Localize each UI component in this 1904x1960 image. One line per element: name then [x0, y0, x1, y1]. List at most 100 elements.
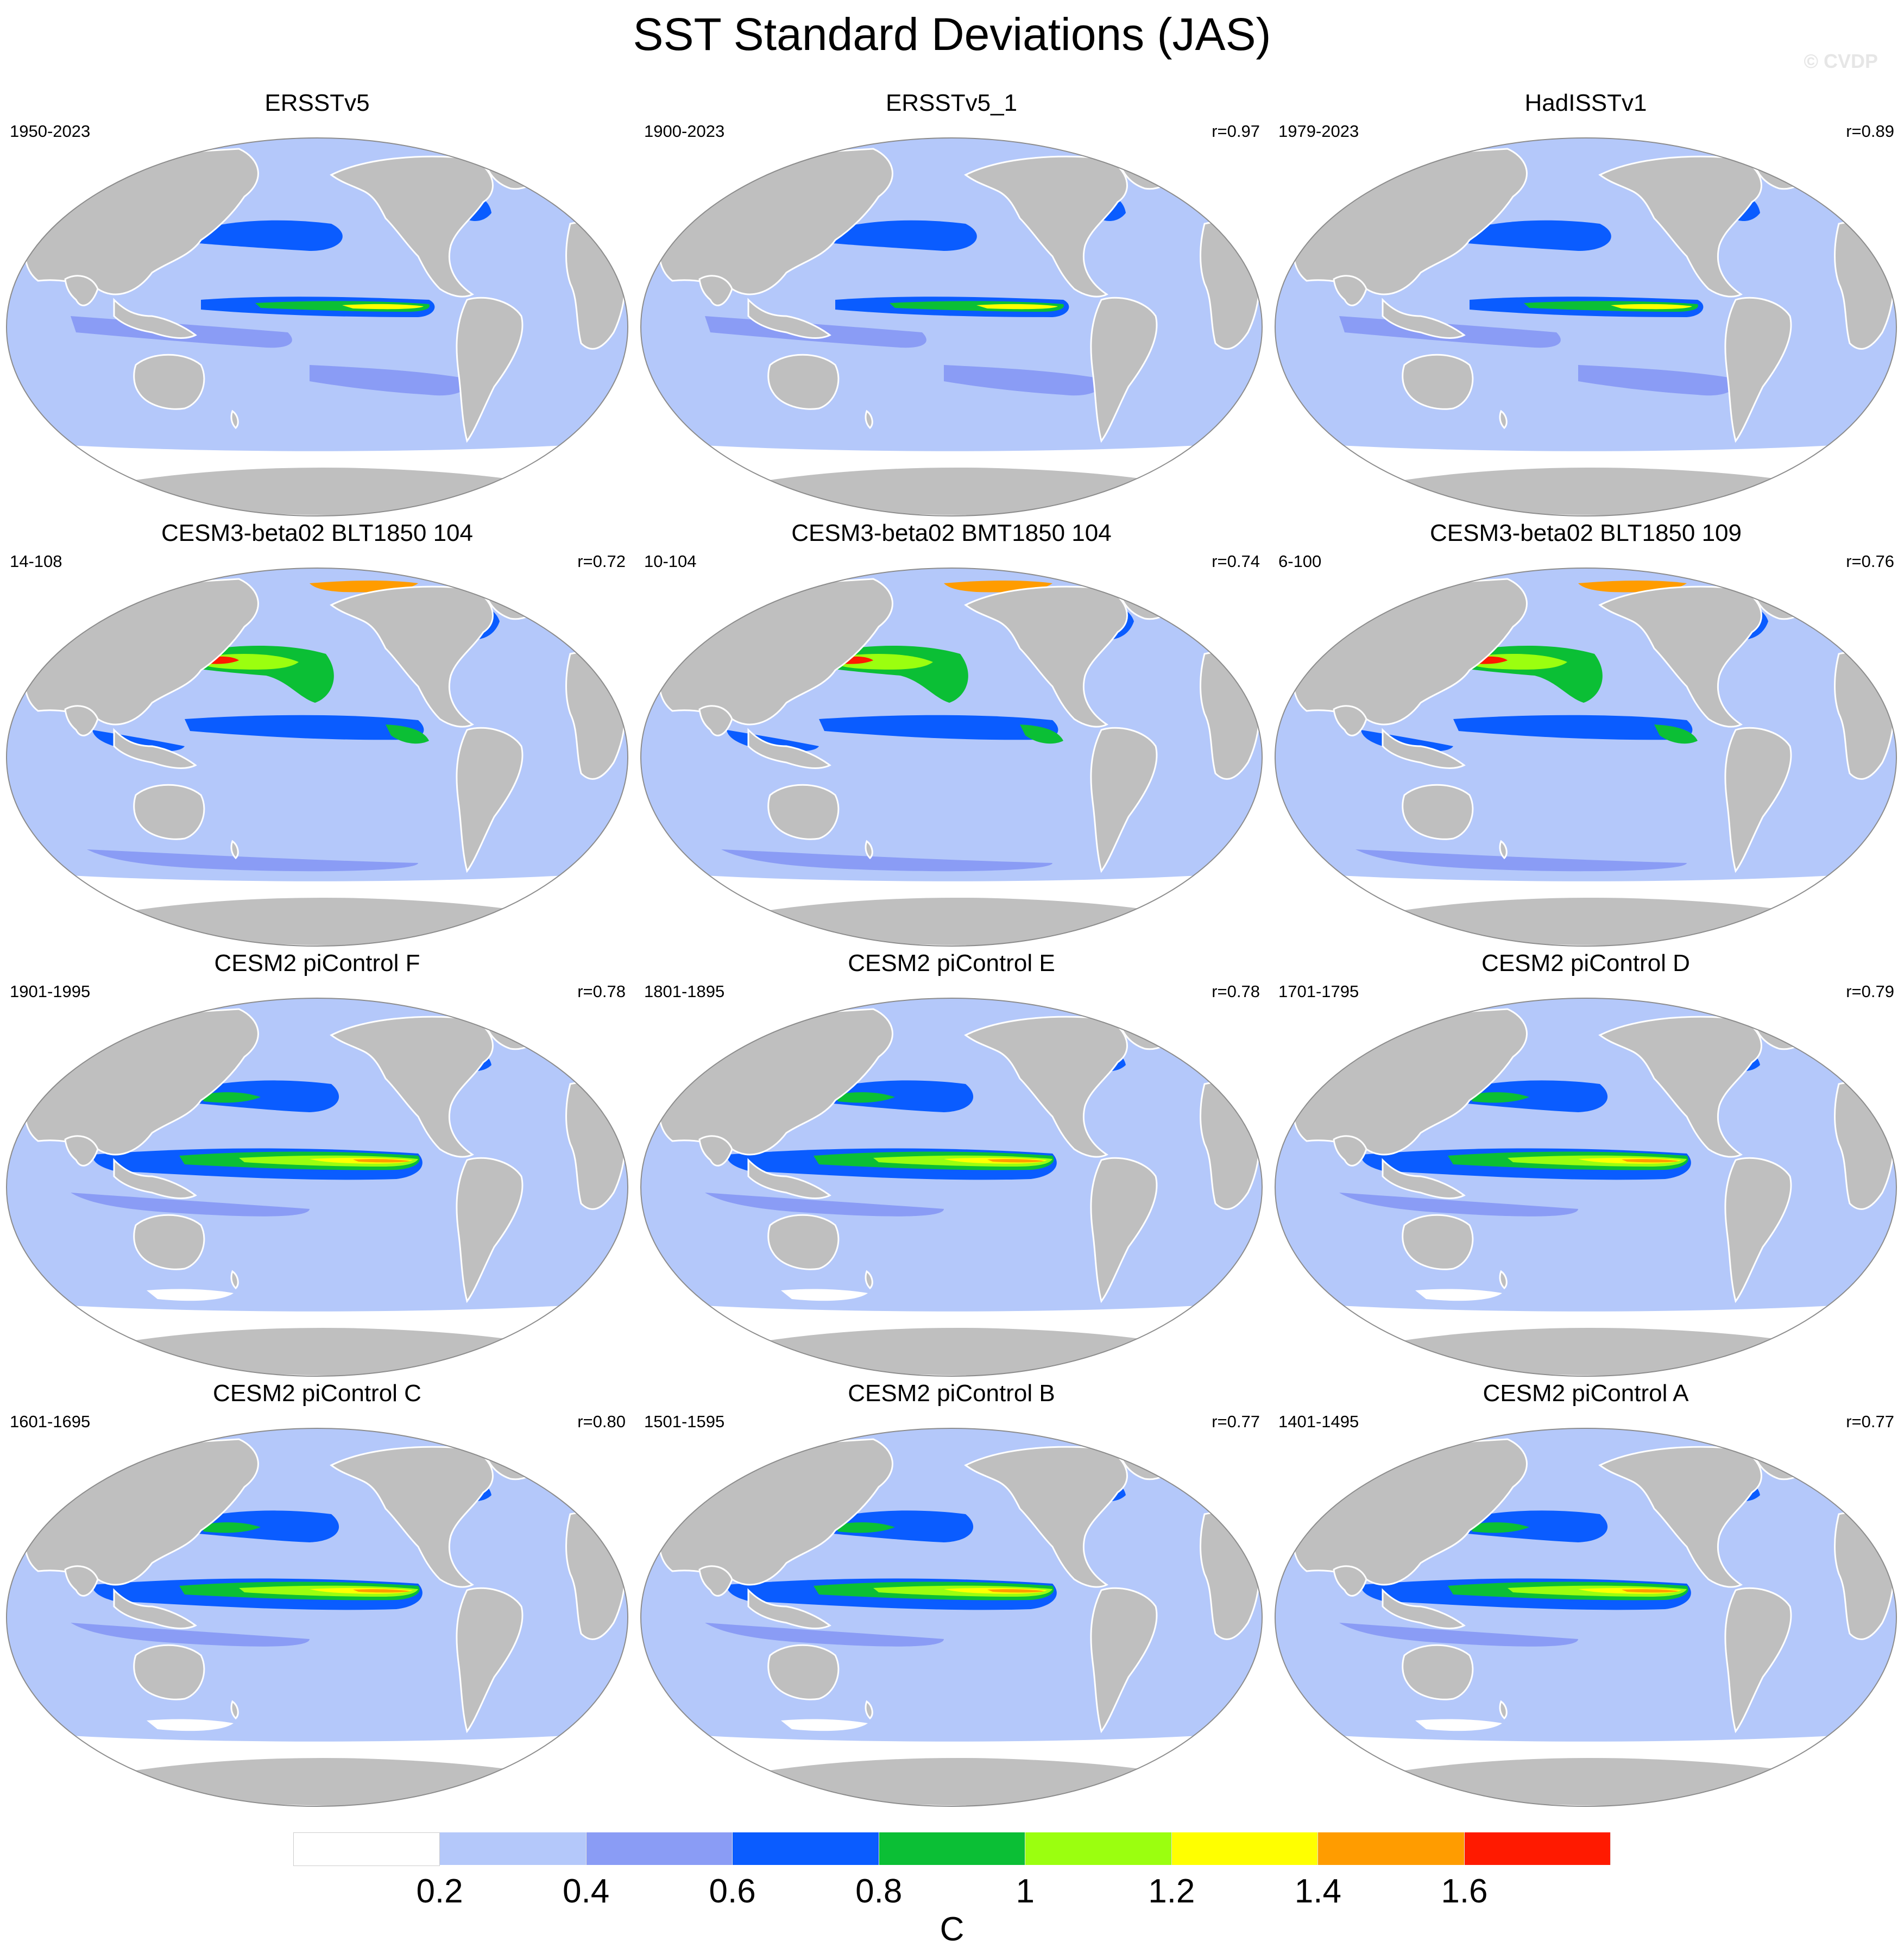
south-america-land — [1724, 727, 1792, 873]
india-land — [1333, 275, 1367, 306]
seasia-land — [1382, 728, 1466, 769]
map-body — [7, 568, 628, 946]
sst-anomaly-patch — [824, 220, 977, 251]
europe-land — [1814, 162, 1885, 214]
sst-anomaly-patch — [342, 304, 424, 310]
nz-land — [865, 409, 873, 430]
sst-anomaly-patch — [1654, 724, 1698, 744]
sst-anomaly-patch — [87, 849, 418, 872]
seasia-land — [1382, 298, 1466, 339]
colorbar-units: C — [940, 1911, 964, 1948]
colorbar-tick-label: 1.6 — [1441, 1873, 1488, 1910]
panel-correlation: r=0.78 — [1212, 982, 1260, 1001]
map-outline — [640, 998, 1263, 1377]
sst-anomaly-patch — [1339, 1623, 1578, 1647]
europe-land — [546, 162, 616, 214]
map-panel: CESM3-beta02 BMT1850 104 10-104 r=0.74 — [634, 520, 1269, 951]
sst-anomaly-patch — [1459, 220, 1611, 251]
colorbar-swatch — [1171, 1832, 1319, 1865]
europe-land — [1180, 1022, 1251, 1074]
sst-anomaly-patch — [819, 715, 1058, 740]
sst-anomaly-patch — [353, 1589, 410, 1593]
map-outline — [1275, 998, 1897, 1377]
south-america-land — [1090, 1587, 1158, 1734]
panel-title: CESM3-beta02 BLT1850 109 — [1430, 520, 1742, 546]
australia-land — [133, 1644, 205, 1700]
map-outline — [6, 1428, 628, 1807]
map-panel: CESM2 piControl E 1801-1895 r=0.78 — [634, 950, 1269, 1382]
panel-title: CESM2 piControl D — [1481, 950, 1690, 976]
sst-anomaly-patch — [1470, 1092, 1529, 1103]
australia-land — [767, 354, 840, 410]
seasia-land — [113, 298, 197, 339]
panel-period: 1979-2023 — [1278, 122, 1359, 141]
india-land — [64, 1565, 99, 1597]
sst-anomaly-patch — [201, 1092, 261, 1103]
panel-period: 6-100 — [1278, 552, 1322, 571]
map-body — [1275, 1428, 1896, 1806]
map-panel: CESM3-beta02 BLT1850 104 14-108 r=0.72 — [0, 520, 634, 951]
india-land — [1333, 1565, 1367, 1597]
nz-land — [230, 409, 239, 430]
sst-map — [640, 1428, 1263, 1807]
sst-anomaly-patch — [386, 724, 429, 744]
figure-title: SST Standard Deviations (JAS) — [633, 9, 1271, 60]
sst-anomaly-patch — [1578, 365, 1737, 396]
sst-anomaly-patch — [987, 1159, 1044, 1163]
sst-map — [1275, 568, 1897, 947]
sst-anomaly-patch — [824, 1080, 974, 1112]
colorbar — [293, 1832, 1611, 1866]
colorbar-swatch — [586, 1832, 733, 1865]
sst-anomaly-patch — [54, 579, 147, 590]
south-america-land — [1724, 1587, 1792, 1734]
sst-anomaly-patch — [1470, 1522, 1529, 1533]
panel-correlation: r=0.76 — [1846, 552, 1894, 571]
australia-land — [1402, 1214, 1474, 1270]
panel-title: CESM3-beta02 BMT1850 104 — [791, 520, 1112, 546]
colorbar-swatch — [879, 1832, 1026, 1865]
india-land — [698, 1565, 733, 1597]
sst-anomaly-patch — [976, 304, 1058, 310]
map-outline — [6, 137, 628, 516]
south-america-land — [1090, 1157, 1158, 1303]
map-outline — [1275, 137, 1897, 516]
colorbar-tick-label: 0.4 — [563, 1873, 610, 1910]
panel-correlation: r=0.89 — [1846, 122, 1894, 141]
panel-title: ERSSTv5_1 — [885, 90, 1018, 116]
colorbar-swatch — [293, 1832, 440, 1866]
europe-land — [546, 1452, 616, 1504]
sst-anomaly-patch — [705, 1193, 944, 1217]
map-body — [7, 1428, 628, 1806]
seasia-land — [1382, 1158, 1466, 1199]
panel-period: 1401-1495 — [1278, 1412, 1359, 1431]
panel-period: 1950-2023 — [10, 122, 91, 141]
map-body — [1275, 138, 1896, 516]
sst-anomaly-patch — [147, 1289, 234, 1301]
sst-anomaly-patch — [835, 1092, 895, 1103]
sst-anomaly-patch — [987, 1589, 1044, 1593]
sst-anomaly-patch — [1356, 849, 1687, 872]
panel-period: 1901-1995 — [10, 982, 91, 1001]
map-body — [1275, 998, 1896, 1376]
europe-land — [546, 1022, 616, 1074]
map-panel: CESM2 piControl F 1901-1995 r=0.78 — [0, 950, 634, 1382]
sst-map — [640, 137, 1263, 516]
south-america-land — [1724, 297, 1792, 443]
nz-land — [865, 1270, 873, 1290]
sst-anomaly-patch — [190, 1080, 339, 1112]
sst-anomaly-patch — [201, 1522, 261, 1533]
south-america-land — [1090, 727, 1158, 873]
map-body — [1275, 568, 1896, 946]
nz-land — [1499, 1700, 1508, 1720]
seasia-land — [747, 728, 831, 769]
colorbar-tick-label: 0.2 — [416, 1873, 463, 1910]
panel-period: 1601-1695 — [10, 1412, 91, 1431]
australia-land — [767, 1214, 840, 1270]
panel-correlation: r=0.74 — [1212, 552, 1260, 571]
map-outline — [640, 137, 1263, 516]
sst-anomaly-patch — [721, 849, 1052, 872]
sst-map — [1275, 137, 1897, 516]
sst-anomaly-patch — [1611, 304, 1692, 310]
panel-period: 10-104 — [644, 552, 697, 571]
panel-correlation: r=0.77 — [1846, 1412, 1894, 1431]
